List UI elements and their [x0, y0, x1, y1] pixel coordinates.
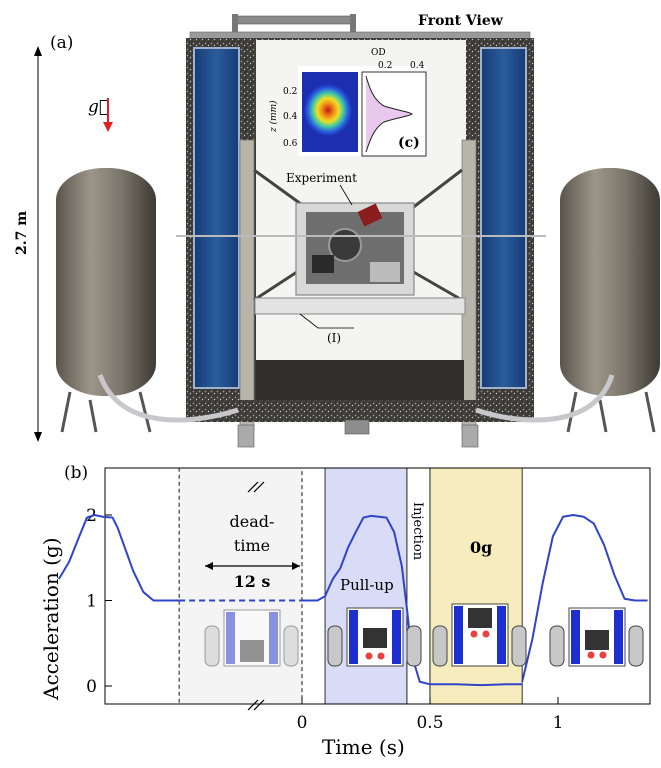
trace-segment-1	[59, 515, 179, 601]
deadtime-annotation-line2: time	[234, 536, 270, 555]
injection-label: Injection	[410, 502, 425, 561]
zero-g-label: 0g	[470, 538, 492, 557]
right-side-panel	[481, 48, 526, 388]
gravity-arrow-icon: g⃗	[88, 97, 113, 132]
x-axis-label: Time (s)	[322, 735, 405, 759]
pullup-label: Pull-up	[340, 576, 394, 594]
left-air-tank	[56, 168, 156, 432]
platform-label: (I)	[327, 331, 341, 345]
deadtime-duration-label: 12 s	[234, 572, 271, 591]
zero-g-band	[430, 468, 522, 704]
front-view-label: Front View	[418, 13, 504, 29]
experiment-rack	[296, 203, 414, 295]
panel-b-label: (b)	[64, 463, 88, 483]
y-axis-label: Acceleration (g)	[39, 537, 63, 701]
left-side-panel	[194, 48, 239, 388]
x-tick-label: 1	[553, 713, 564, 733]
inset-od-title: OD	[371, 48, 386, 58]
y-tick-label: 1	[86, 592, 97, 612]
panel-a-label: (a)	[50, 33, 73, 53]
experiment-label: Experiment	[286, 171, 357, 185]
height-label: 2.7 m	[14, 211, 30, 255]
inset-z-tick-2: 0.4	[283, 112, 298, 122]
platform	[255, 298, 465, 314]
right-air-tank	[560, 168, 660, 432]
tower-icon-end	[550, 608, 643, 666]
y-axis: 012	[86, 506, 112, 697]
height-dimension-arrow: 2.7 m	[14, 46, 42, 442]
deadtime-annotation-line1: dead-	[230, 512, 275, 531]
gravity-symbol: g⃗	[88, 97, 109, 117]
inset-z-tick-1: 0.2	[283, 87, 297, 97]
y-tick-label: 0	[86, 677, 97, 697]
inset-label: (c)	[398, 135, 420, 151]
x-tick-label: 0.5	[416, 713, 443, 733]
inset-z-label: z (mm)	[268, 100, 279, 133]
inset-z-tick-3: 0.6	[283, 139, 298, 149]
panel-b: (b) 012 0 0.5 1 Acceleration (g) Time (s) …	[39, 463, 650, 759]
panel-a: (a) Front View 2.7 m g⃗	[14, 13, 660, 447]
inset-od-tick-2: 0.4	[410, 61, 425, 71]
inset-od-tick-1: 0.2	[378, 61, 392, 71]
x-tick-label: 0	[297, 713, 308, 733]
